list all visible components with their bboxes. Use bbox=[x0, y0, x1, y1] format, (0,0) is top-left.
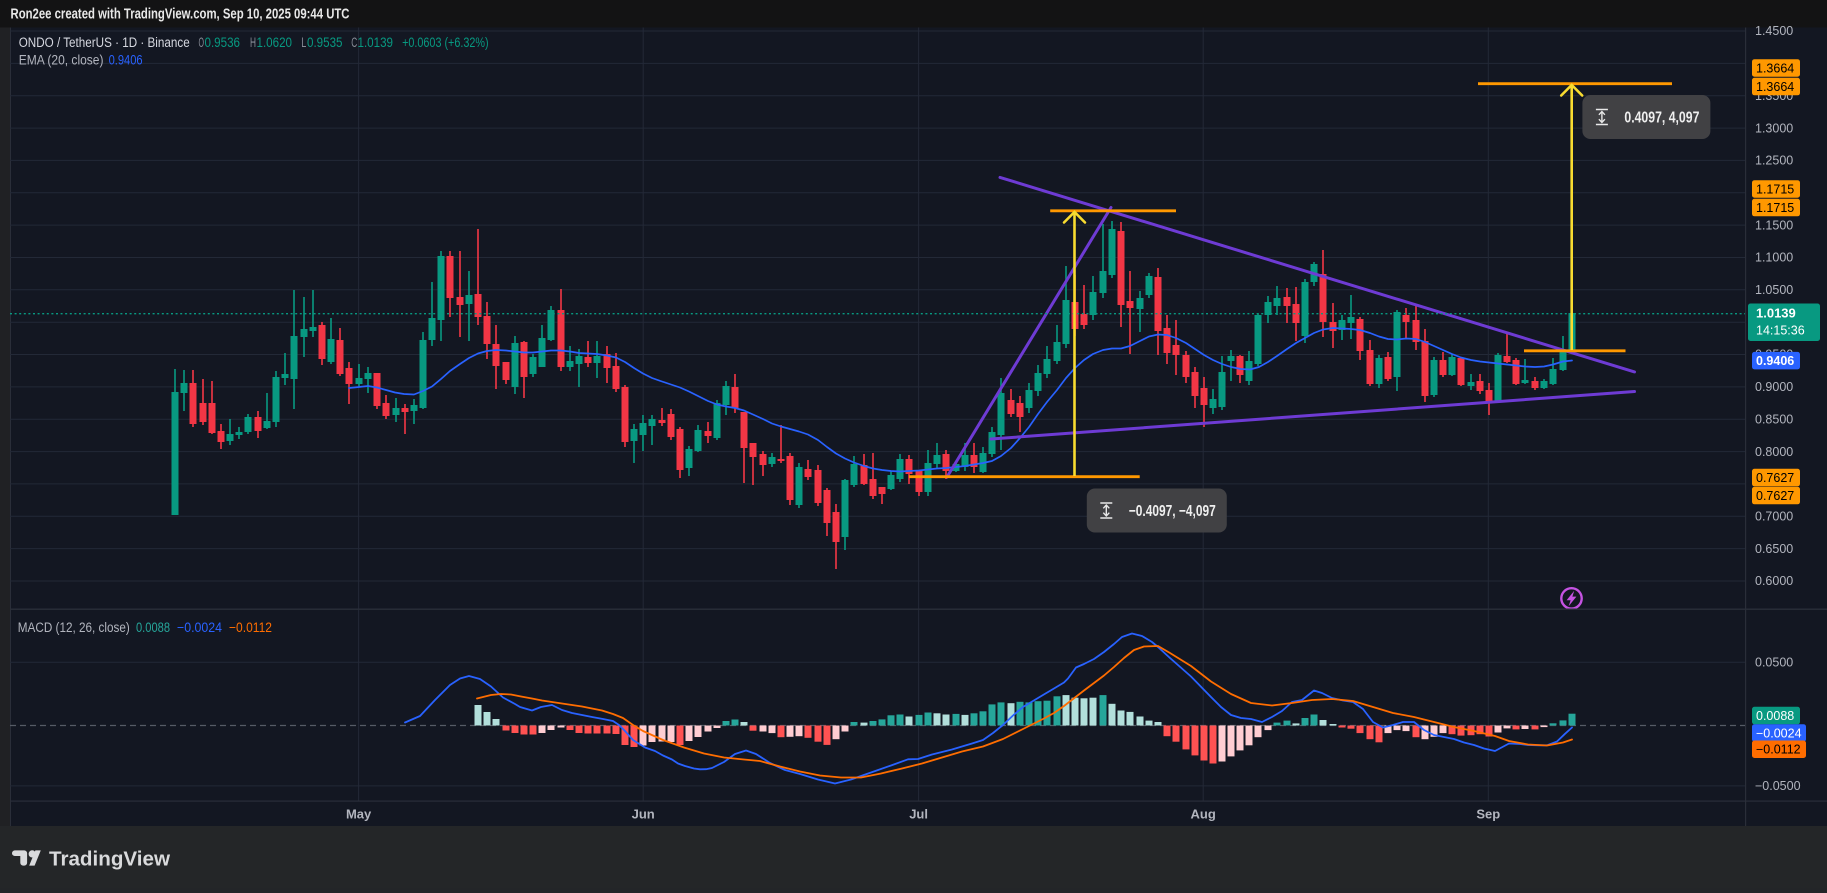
svg-text:1.3000: 1.3000 bbox=[1755, 121, 1793, 135]
svg-text:0.8000: 0.8000 bbox=[1755, 445, 1793, 459]
svg-text:0.0088: 0.0088 bbox=[136, 620, 170, 635]
svg-text:0.6000: 0.6000 bbox=[1755, 574, 1793, 588]
svg-text:−0.0112: −0.0112 bbox=[229, 620, 272, 635]
svg-text:Jun: Jun bbox=[632, 807, 655, 822]
svg-text:1.1715: 1.1715 bbox=[1756, 201, 1794, 215]
svg-text:Jul: Jul bbox=[909, 807, 928, 822]
svg-text:May: May bbox=[346, 807, 372, 822]
svg-text:14:15:36: 14:15:36 bbox=[1756, 324, 1805, 338]
svg-text:1.4500: 1.4500 bbox=[1755, 24, 1793, 38]
svg-text:1.1000: 1.1000 bbox=[1755, 251, 1793, 265]
svg-text:0.4097, 4,097: 0.4097, 4,097 bbox=[1624, 110, 1699, 127]
svg-text:0.7627: 0.7627 bbox=[1756, 489, 1794, 503]
svg-text:0.7627: 0.7627 bbox=[1756, 471, 1794, 485]
svg-text:1.2500: 1.2500 bbox=[1755, 154, 1793, 168]
svg-text:0.0088: 0.0088 bbox=[1756, 709, 1794, 723]
svg-text:0.9000: 0.9000 bbox=[1755, 380, 1793, 394]
svg-text:O: O bbox=[199, 35, 205, 50]
svg-text:1.0620: 1.0620 bbox=[257, 35, 293, 50]
svg-text:1.0500: 1.0500 bbox=[1755, 283, 1793, 297]
svg-text:1.0139: 1.0139 bbox=[358, 35, 394, 50]
svg-text:0.9406: 0.9406 bbox=[1756, 354, 1794, 368]
svg-text:H: H bbox=[250, 35, 256, 50]
svg-text:1.3664: 1.3664 bbox=[1756, 80, 1794, 94]
svg-text:−0.0024: −0.0024 bbox=[177, 620, 222, 635]
svg-text:0.7000: 0.7000 bbox=[1755, 510, 1793, 524]
svg-text:−0.4097, −4,097: −0.4097, −4,097 bbox=[1129, 503, 1216, 520]
svg-text:0.0500: 0.0500 bbox=[1755, 656, 1793, 670]
svg-text:−0.0500: −0.0500 bbox=[1755, 779, 1801, 793]
svg-text:1.1715: 1.1715 bbox=[1756, 182, 1794, 196]
svg-text:0.6500: 0.6500 bbox=[1755, 542, 1793, 556]
svg-text:1.0139: 1.0139 bbox=[1756, 306, 1796, 321]
svg-text:1.1500: 1.1500 bbox=[1755, 218, 1793, 232]
svg-text:−0.0024: −0.0024 bbox=[1756, 726, 1802, 740]
svg-text:Ron2ee created with TradingVie: Ron2ee created with TradingView.com, Sep… bbox=[11, 5, 350, 22]
svg-text:0.9535: 0.9535 bbox=[307, 35, 343, 50]
svg-text:TradingView: TradingView bbox=[49, 848, 170, 871]
svg-text:EMA (20, close): EMA (20, close) bbox=[19, 52, 104, 67]
svg-text:+0.0603 (+6.32%): +0.0603 (+6.32%) bbox=[402, 35, 489, 50]
svg-text:Aug: Aug bbox=[1191, 807, 1216, 822]
svg-text:0.9536: 0.9536 bbox=[205, 35, 241, 50]
svg-text:C: C bbox=[351, 35, 357, 50]
svg-text:0.9406: 0.9406 bbox=[109, 52, 143, 67]
svg-text:Sep: Sep bbox=[1476, 807, 1500, 822]
svg-text:MACD (12, 26, close): MACD (12, 26, close) bbox=[18, 620, 130, 635]
svg-text:L: L bbox=[301, 35, 306, 50]
svg-text:ONDO / TetherUS · 1D · Binance: ONDO / TetherUS · 1D · Binance bbox=[19, 35, 190, 50]
svg-text:0.8500: 0.8500 bbox=[1755, 412, 1793, 426]
svg-text:1.3664: 1.3664 bbox=[1756, 61, 1794, 75]
svg-text:−0.0112: −0.0112 bbox=[1756, 743, 1801, 757]
